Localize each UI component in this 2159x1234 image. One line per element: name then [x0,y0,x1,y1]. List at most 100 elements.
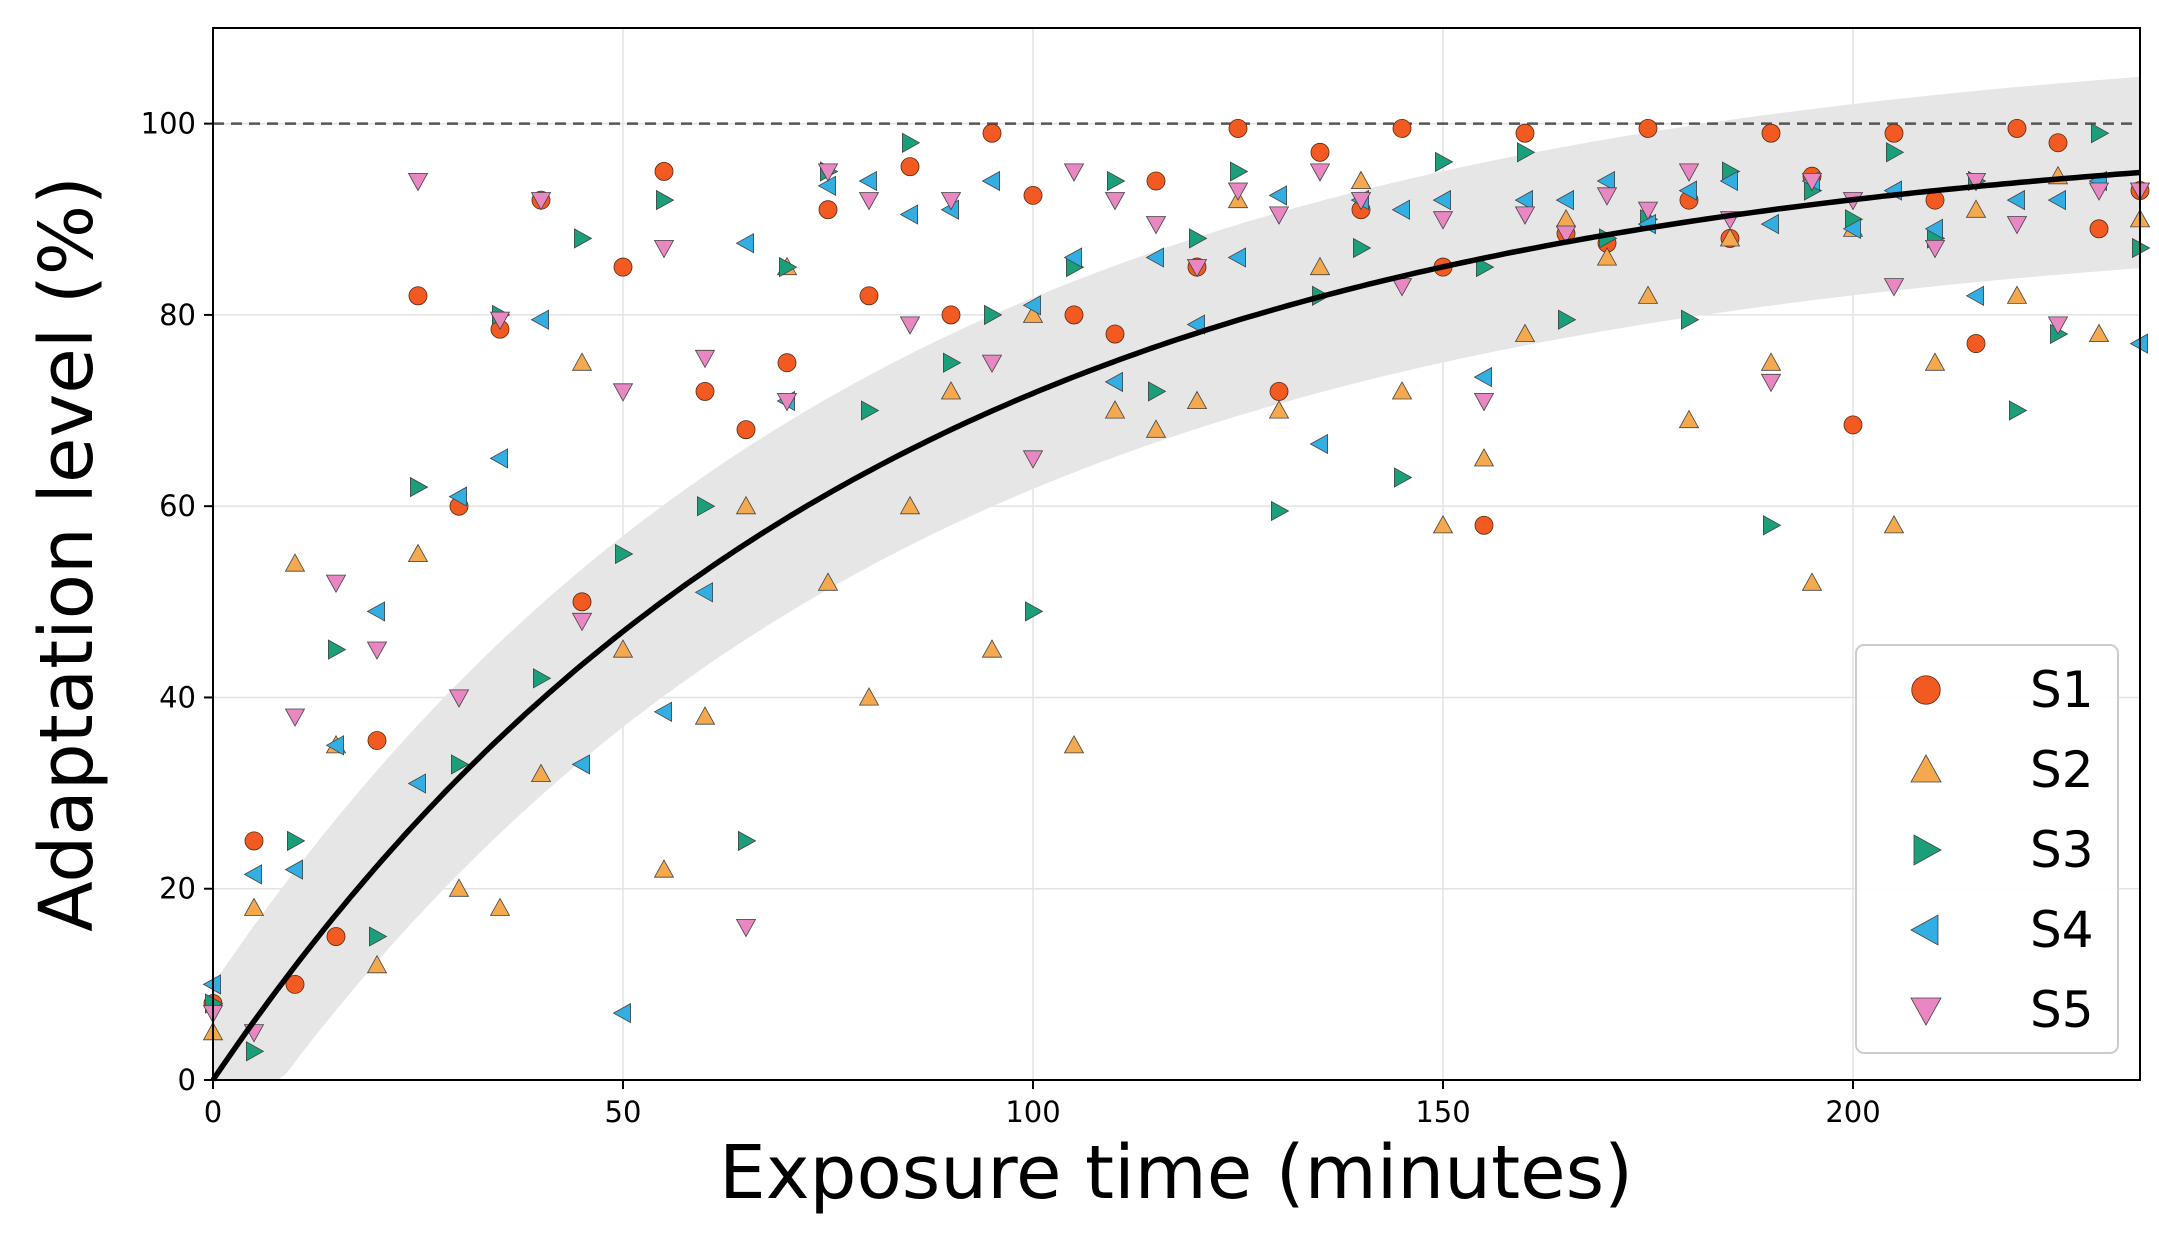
point-s4 [735,233,754,254]
point-s5 [1309,163,1331,182]
point-s1 [613,257,633,277]
point-s1 [1761,123,1781,143]
point-s5 [530,192,552,211]
point-s2 [981,639,1003,658]
point-s4 [1965,285,1984,306]
point-s5 [1022,450,1044,469]
point-s3 [984,304,1003,326]
point-s3 [1763,515,1782,536]
point-s2 [571,352,593,371]
axis-ticks: 0 50 100 150 200 0 20 40 60 80 100 [141,107,1881,1129]
point-s3 [327,639,347,660]
point-s5 [366,641,388,660]
point-s3 [2090,123,2110,144]
x-axis-title: Exposure time (minutes) [719,1130,1633,1216]
point-s4 [694,582,713,603]
point-s1 [2007,118,2027,138]
point-s3 [943,352,962,373]
point-s5 [2047,316,2069,335]
point-s5 [2088,182,2110,201]
legend-label-s1: S1 [2030,661,2094,719]
y-tick-label: 60 [159,489,196,523]
point-s4 [1719,170,1738,192]
y-tick-label: 0 [178,1063,196,1097]
point-s2 [2088,323,2110,343]
point-s5 [817,163,839,182]
point-s5 [1063,163,1085,182]
point-s4 [653,701,672,722]
point-s5 [284,708,306,727]
point-s4 [1145,247,1164,268]
point-s3 [1886,142,1905,163]
point-s1 [572,592,592,612]
point-s3 [1394,467,1413,488]
point-s1 [736,420,756,440]
point-s1 [695,381,715,401]
point-s2 [1473,448,1495,467]
point-s5 [1924,239,1946,259]
point-s2 [1801,572,1823,591]
point-s3 [1025,601,1044,622]
point-s2 [1760,352,1782,371]
point-s3 [409,476,429,498]
point-s1 [654,162,674,181]
point-s2 [1596,247,1618,266]
point-s4 [1760,213,1779,235]
point-s2 [407,543,429,562]
point-s2 [1637,285,1659,304]
point-s5 [612,383,634,402]
fit-curve-layer [210,169,2141,1082]
point-s3 [1681,309,1700,330]
fit-curve [210,169,2141,1082]
point-s3 [286,830,306,852]
point-s2 [1719,228,1741,247]
legend-marker-s1 [1911,675,1941,705]
y-tick-label: 20 [159,872,196,906]
legend-label-s5: S5 [2030,981,2094,1039]
point-s5 [1145,216,1167,235]
point-s4 [612,1002,631,1024]
point-s2 [940,381,962,400]
point-s3 [574,228,593,249]
point-s4 [1104,371,1123,393]
point-s5 [325,574,347,594]
point-s2 [1309,256,1331,276]
point-s2 [1268,400,1290,419]
point-s4 [1063,247,1082,268]
point-s4 [1432,189,1451,211]
point-s4 [1227,247,1246,268]
point-s3 [738,830,757,852]
point-s5 [1801,172,1823,192]
x-tick-label: 100 [1005,1095,1060,1129]
point-s4 [571,754,590,775]
point-s4 [1555,189,1574,211]
point-s5 [653,239,675,259]
point-s1 [2089,219,2109,239]
point-s4 [817,175,836,196]
point-s4 [1842,218,1861,239]
point-s3 [1230,161,1249,182]
point-s1 [1474,515,1494,535]
point-s2 [489,897,511,916]
point-s1 [285,974,305,994]
point-s1 [1146,171,1166,191]
point-s5 [735,919,757,938]
legend-marker-s5 [1910,997,1942,1026]
point-s3 [1148,381,1167,402]
point-s2 [1186,390,1208,410]
point-s5 [2006,216,2028,235]
point-s5 [448,689,470,708]
point-s4 [325,735,345,756]
point-s2 [1350,170,1372,190]
point-s2 [530,763,552,782]
point-s2 [448,878,470,897]
point-s5 [489,311,511,331]
point-s2 [612,639,634,658]
point-s4 [243,864,263,885]
point-s3 [779,256,798,278]
point-s5 [1555,225,1577,244]
point-s1 [244,831,264,851]
point-s2 [1514,323,1536,343]
point-s4 [1596,170,1615,192]
